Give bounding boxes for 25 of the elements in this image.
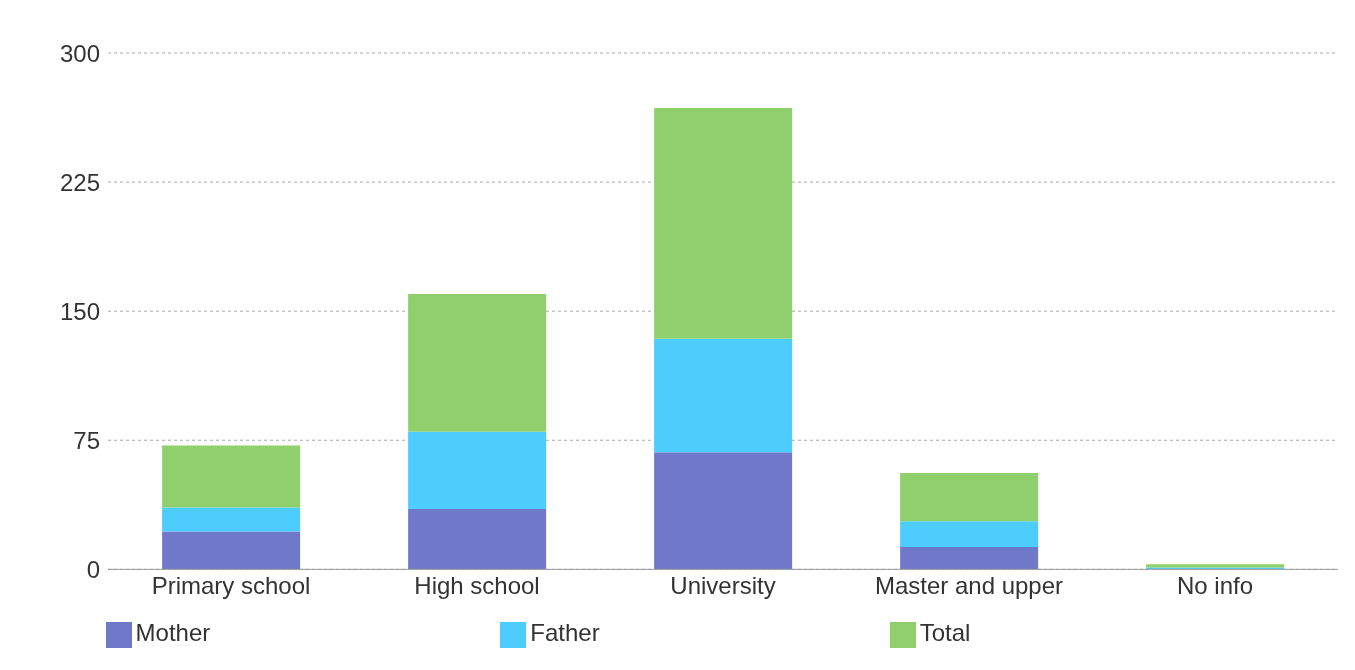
bar xyxy=(654,338,793,453)
y-tick-label: 0 xyxy=(86,555,100,583)
bar xyxy=(408,293,547,432)
bar xyxy=(162,531,301,570)
x-tick-label: Primary school xyxy=(151,572,311,600)
bar xyxy=(900,546,1039,570)
x-tick-label: University xyxy=(670,572,776,600)
legend-label: Mother xyxy=(135,619,211,647)
x-tick-label: High school xyxy=(414,572,540,600)
x-tick-label: Master and upper xyxy=(874,572,1064,600)
bar xyxy=(162,507,301,532)
bar xyxy=(900,472,1039,522)
y-tick-label: 300 xyxy=(59,39,100,67)
x-tick-label: No info xyxy=(1176,572,1254,600)
y-tick-label: 75 xyxy=(73,426,100,454)
bar xyxy=(654,108,793,339)
y-tick-label: 225 xyxy=(59,168,100,196)
bar xyxy=(900,521,1039,547)
y-tick-label: 150 xyxy=(59,297,100,325)
bar xyxy=(408,509,547,570)
bar xyxy=(408,431,547,510)
legend-label: Total xyxy=(919,619,971,647)
bar xyxy=(654,452,793,570)
bar xyxy=(162,445,301,508)
legend-label: Father xyxy=(530,619,600,647)
